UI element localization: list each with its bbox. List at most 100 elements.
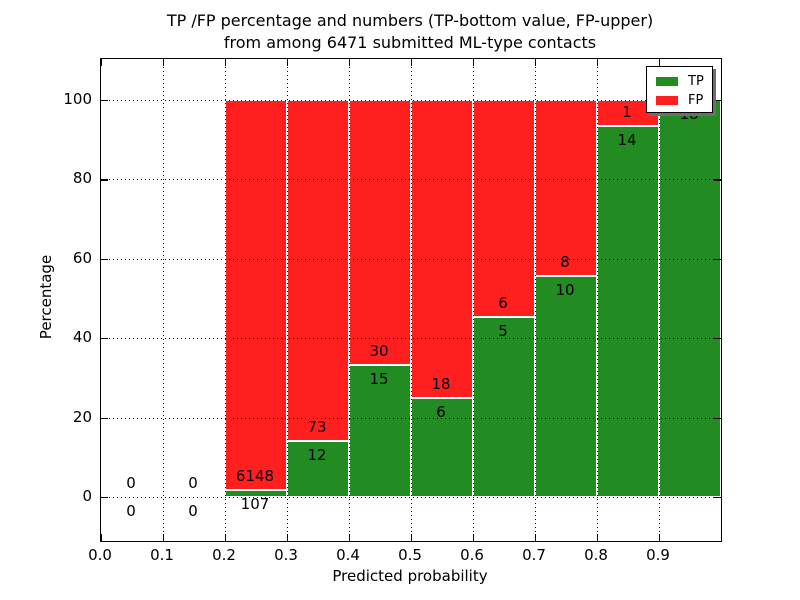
annotation-fp-count: 1 <box>622 103 632 122</box>
tick-mark-y <box>714 338 721 340</box>
annotation-fp-count: 0 <box>126 474 136 492</box>
gridline-vertical <box>659 59 660 541</box>
tick-mark-y <box>714 258 721 260</box>
tick-mark-y <box>714 100 721 102</box>
chart-title-line1: TP /FP percentage and numbers (TP-bottom… <box>166 11 654 30</box>
bar-tp-segment <box>597 126 659 497</box>
annotation-tp-count: 10 <box>555 281 575 300</box>
x-axis-label: Predicted probability <box>332 567 488 585</box>
tick-mark-x <box>225 59 227 66</box>
bar-fp-segment <box>225 100 287 491</box>
tick-mark-y <box>101 417 108 419</box>
legend: TP FP <box>646 66 713 113</box>
tick-mark-x <box>287 534 289 541</box>
gridline-vertical <box>535 59 536 541</box>
x-tick-label: 0.0 <box>88 546 112 564</box>
chart-title: TP /FP percentage and numbers (TP-bottom… <box>100 10 720 54</box>
tick-mark-x <box>163 59 165 66</box>
annotation-tp-count: 0 <box>188 502 198 520</box>
bar-tp-segment <box>411 397 473 497</box>
y-axis-label: Percentage <box>37 254 55 340</box>
tick-mark-x <box>349 59 351 66</box>
tick-mark-x <box>535 59 537 66</box>
annotation-fp-count: 8 <box>560 253 570 272</box>
tick-mark-x <box>411 534 413 541</box>
y-tick-label: 40 <box>72 328 92 347</box>
chart-title-line2: from among 6471 submitted ML-type contac… <box>223 33 597 52</box>
annotation-tp-count: 12 <box>307 445 327 464</box>
tick-mark-x <box>597 534 599 541</box>
annotation-fp-count: 30 <box>369 341 389 360</box>
tick-mark-y <box>714 417 721 419</box>
y-tick-label: 60 <box>72 248 92 267</box>
x-tick-label: 0.9 <box>646 546 670 564</box>
bar-fp-segment <box>411 100 473 398</box>
plot-area <box>100 58 723 542</box>
gridline-vertical <box>473 59 474 541</box>
tick-mark-x <box>659 534 661 541</box>
bar-fp-segment <box>473 100 535 317</box>
legend-entry-tp: TP <box>647 72 712 91</box>
gridline-vertical <box>411 59 412 541</box>
tick-mark-x <box>225 534 227 541</box>
bar-tp-segment <box>473 316 535 497</box>
x-tick-label: 0.3 <box>274 546 298 564</box>
bar-fp-segment <box>535 100 597 277</box>
tick-mark-y <box>714 497 721 499</box>
tick-mark-x <box>535 534 537 541</box>
tick-mark-x <box>287 59 289 66</box>
tick-mark-y <box>101 100 108 102</box>
tick-mark-y <box>101 497 108 499</box>
bar-fp-segment <box>349 100 411 365</box>
annotation-tp-count: 107 <box>240 495 270 514</box>
annotation-tp-count: 14 <box>617 131 637 150</box>
gridline-vertical <box>225 59 226 541</box>
annotation-tp-count: 0 <box>126 502 136 520</box>
tick-mark-x <box>721 534 723 541</box>
annotation-fp-count: 0 <box>188 474 198 492</box>
fp-color-swatch <box>656 96 678 105</box>
tick-mark-x <box>721 59 723 66</box>
x-tick-label: 0.4 <box>336 546 360 564</box>
tick-mark-x <box>349 534 351 541</box>
y-tick-label: 100 <box>63 90 92 108</box>
legend-label-fp: FP <box>688 93 704 108</box>
y-tick-label: 20 <box>72 407 92 426</box>
tick-mark-y <box>714 179 721 181</box>
x-tick-label: 0.6 <box>460 546 484 564</box>
tick-mark-x <box>101 534 103 541</box>
annotation-fp-count: 6148 <box>235 467 275 486</box>
annotation-fp-count: 18 <box>431 374 451 393</box>
bar-tp-segment <box>535 276 597 497</box>
annotation-tp-count: 15 <box>369 369 389 388</box>
bar-tp-segment <box>659 100 721 497</box>
bar-tp-segment <box>287 440 349 497</box>
gridline-vertical <box>163 59 164 541</box>
tick-mark-x <box>473 534 475 541</box>
x-tick-label: 0.1 <box>150 546 174 564</box>
gridline-vertical <box>597 59 598 541</box>
annotation-fp-count: 73 <box>307 417 327 436</box>
tick-mark-x <box>411 59 413 66</box>
tick-mark-x <box>101 59 103 66</box>
gridline-vertical <box>349 59 350 541</box>
y-tick-label: 80 <box>72 169 92 188</box>
annotation-fp-count: 6 <box>498 293 508 312</box>
legend-entry-fp: FP <box>647 91 712 110</box>
tick-mark-x <box>597 59 599 66</box>
x-tick-label: 0.2 <box>212 546 236 564</box>
tick-mark-y <box>101 179 108 181</box>
legend-label-tp: TP <box>688 74 704 89</box>
y-tick-label: 0 <box>82 487 92 505</box>
tick-mark-y <box>101 338 108 340</box>
tick-mark-x <box>473 59 475 66</box>
x-tick-label: 0.5 <box>398 546 422 564</box>
x-tick-label: 0.8 <box>584 546 608 564</box>
tick-mark-y <box>101 258 108 260</box>
bar-fp-segment <box>287 100 349 441</box>
x-tick-label: 0.7 <box>522 546 546 564</box>
annotation-tp-count: 6 <box>436 402 446 421</box>
tick-mark-x <box>659 59 661 66</box>
gridline-vertical <box>287 59 288 541</box>
